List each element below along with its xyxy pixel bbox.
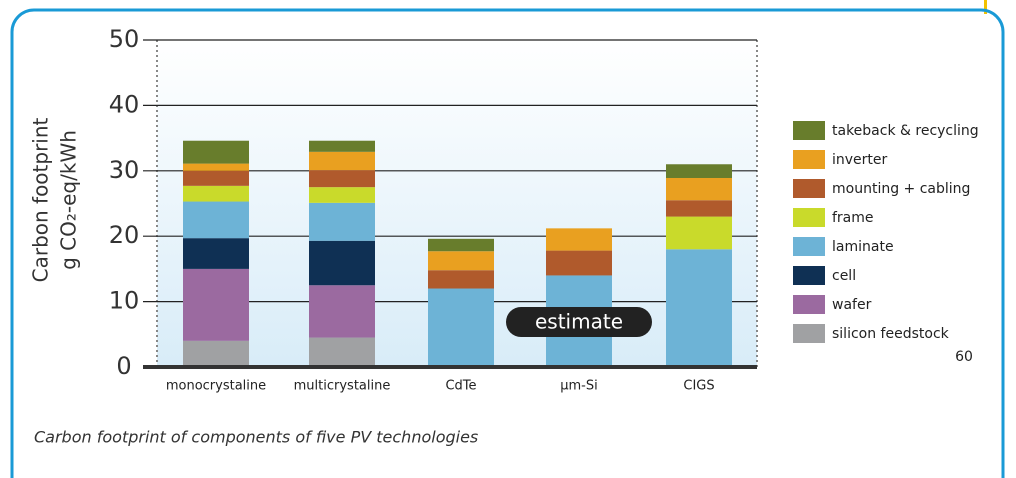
x-tick-label: µm-Si <box>560 379 598 394</box>
legend-label: silicon feedstock <box>832 326 950 342</box>
bar-segment <box>309 202 375 241</box>
bar-segment <box>183 140 249 164</box>
bar-segment <box>183 163 249 171</box>
legend-swatch <box>793 150 825 169</box>
legend-swatch <box>793 324 825 343</box>
bar-segment <box>428 238 494 252</box>
legend-swatch <box>793 208 825 227</box>
bar-segment <box>428 270 494 289</box>
bar-segment <box>309 151 375 171</box>
legend-swatch <box>793 179 825 198</box>
bar-segment <box>309 187 375 203</box>
x-tick-label: monocrystaline <box>166 379 266 394</box>
legend-swatch <box>793 237 825 256</box>
bar-segment <box>428 288 494 367</box>
legend-label: takeback & recycling <box>832 123 979 139</box>
bar-segment <box>546 250 612 276</box>
legend-label: frame <box>832 210 874 226</box>
annotation-pill <box>506 307 652 337</box>
y-tick-label: 40 <box>109 90 140 118</box>
legend-label: mounting + cabling <box>832 181 970 197</box>
bar-segment <box>666 200 732 217</box>
y-tick-label: 0 <box>116 352 131 380</box>
bar-segment <box>309 285 375 338</box>
legend-swatch <box>793 295 825 314</box>
x-tick-label: CdTe <box>445 379 476 394</box>
decor <box>984 0 987 14</box>
y-tick-label: 50 <box>109 25 140 53</box>
bar-segment <box>183 201 249 239</box>
y-axis-label: g CO₂-eq/kWh <box>57 130 81 270</box>
annotation: estimate <box>535 310 623 334</box>
bar-segment <box>666 249 732 367</box>
x-tick-label: multicrystaline <box>294 379 391 394</box>
bar-segment <box>183 268 249 341</box>
bar-segment <box>309 240 375 286</box>
bar-segment <box>666 164 732 178</box>
bar-segment <box>428 251 494 271</box>
bar-segment <box>309 337 375 367</box>
bar-segment <box>546 228 612 251</box>
legend-label: wafer <box>832 297 872 313</box>
frame <box>10 8 1005 478</box>
legend-label: laminate <box>832 239 894 255</box>
legend-swatch <box>793 266 825 285</box>
page-number: 60 <box>955 349 973 365</box>
bar-segment <box>183 340 249 367</box>
bar-segment <box>309 140 375 152</box>
y-axis-label: Carbon footprint <box>29 117 53 282</box>
caption: Carbon footprint of components of five P… <box>34 428 478 447</box>
y-tick-label: 30 <box>109 156 140 184</box>
bar-segment <box>666 177 732 201</box>
x-tick-label: CIGS <box>683 379 714 394</box>
bar-segment <box>183 170 249 186</box>
legend-label: inverter <box>832 152 888 168</box>
bar-segment <box>309 170 375 188</box>
bar-segment <box>183 238 249 269</box>
legend-swatch <box>793 121 825 140</box>
y-tick-label: 20 <box>109 221 140 249</box>
bar-segment <box>666 216 732 250</box>
legend-label: cell <box>832 268 856 284</box>
y-tick-label: 10 <box>109 287 140 315</box>
bar-segment <box>183 185 249 202</box>
